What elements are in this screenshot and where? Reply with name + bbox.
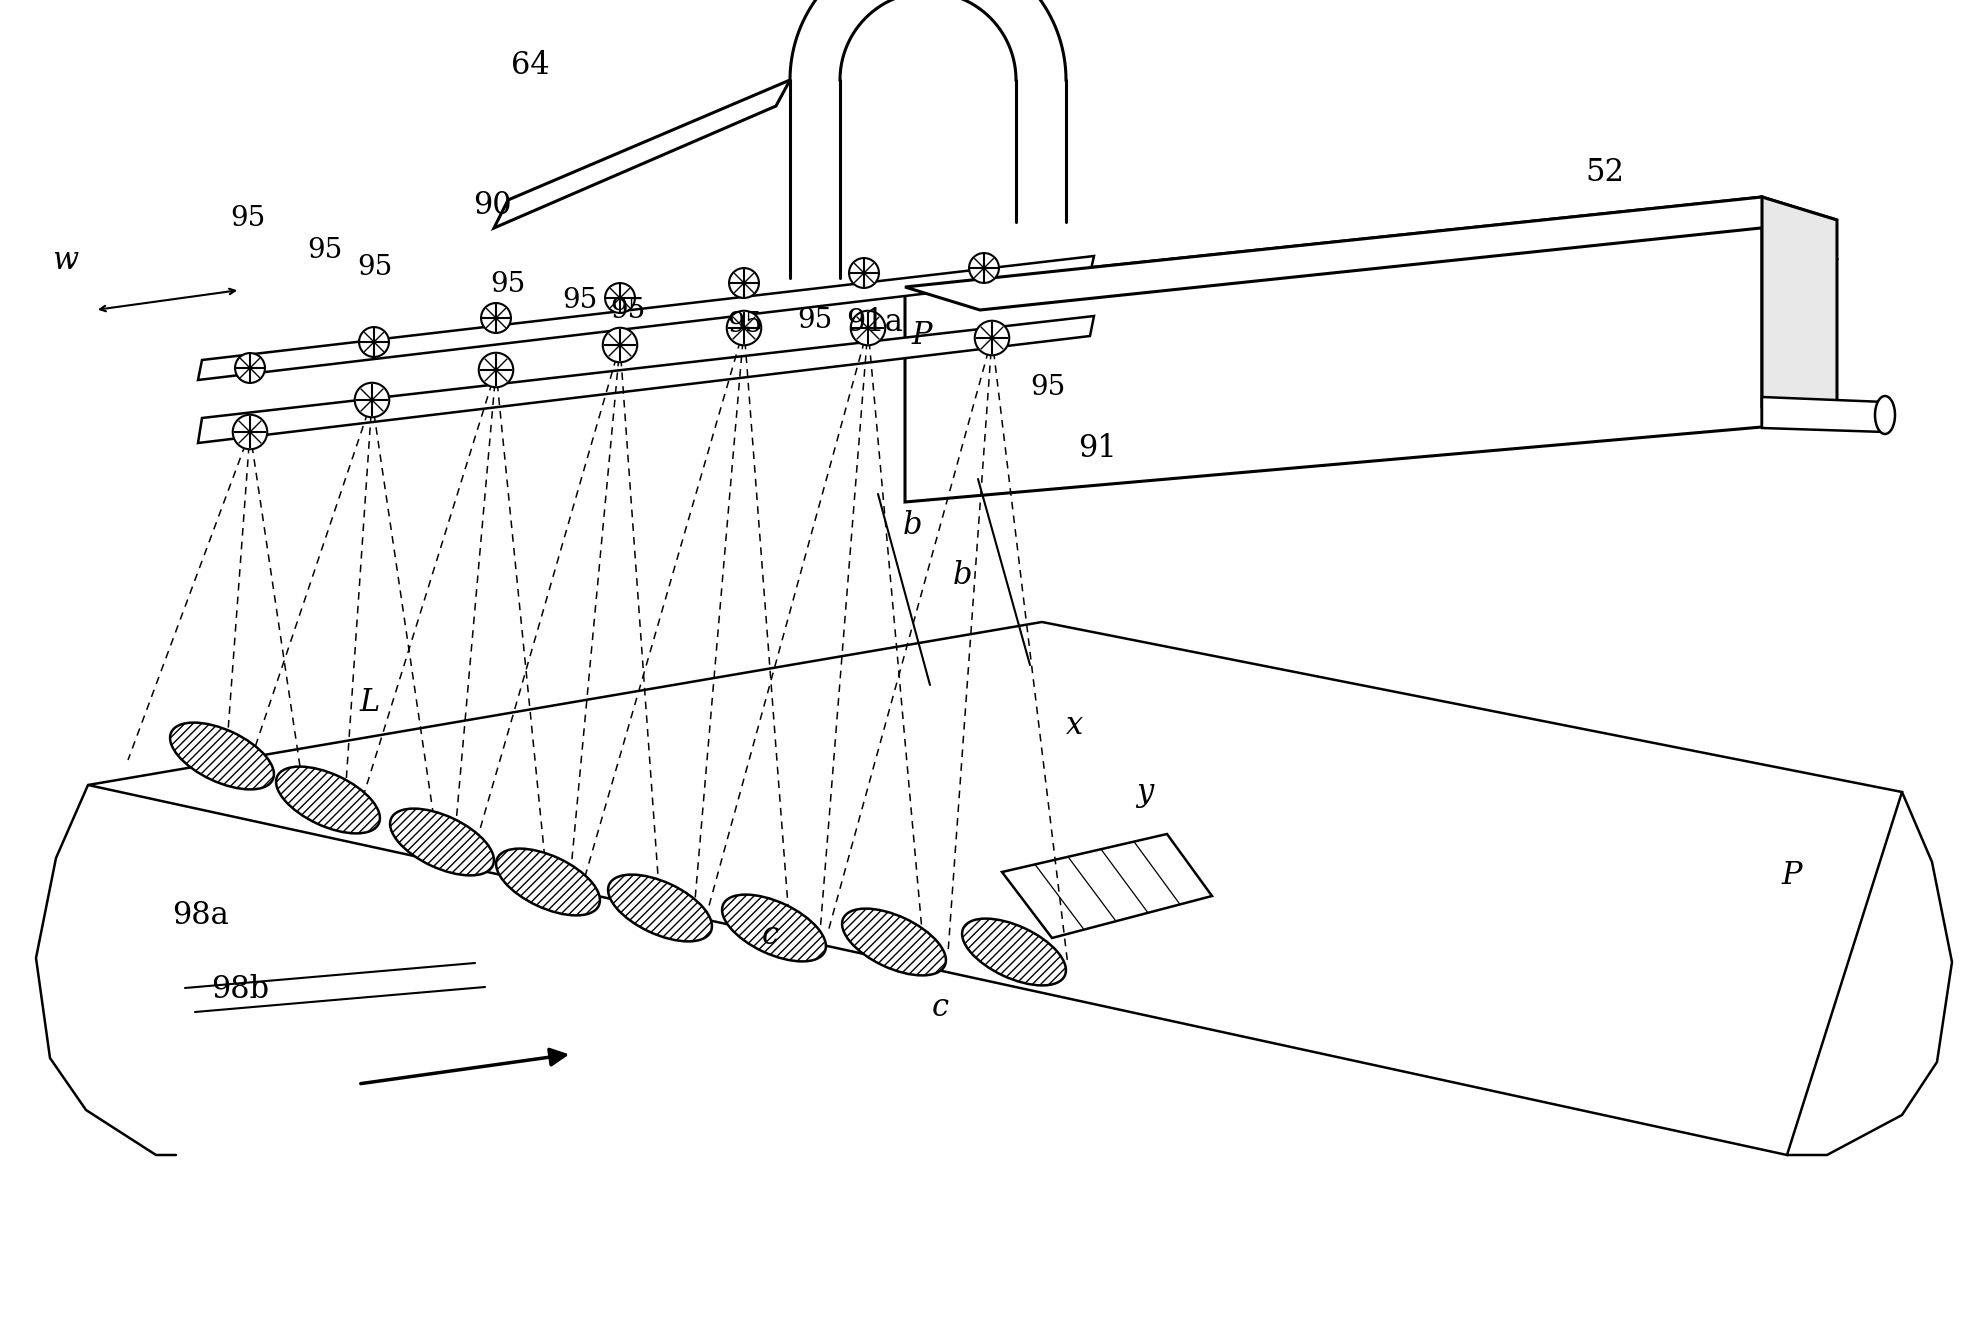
Circle shape: [481, 302, 511, 333]
Ellipse shape: [842, 909, 946, 975]
Text: 95: 95: [562, 286, 598, 313]
Circle shape: [360, 326, 389, 357]
Text: 95: 95: [1031, 373, 1065, 400]
Text: L: L: [360, 686, 380, 717]
Text: 64: 64: [511, 50, 548, 80]
Text: 95: 95: [797, 306, 833, 333]
Text: 52: 52: [1586, 157, 1625, 187]
Circle shape: [976, 321, 1009, 356]
Text: w: w: [52, 245, 77, 276]
Ellipse shape: [171, 723, 274, 789]
Text: c: c: [932, 993, 948, 1024]
Text: 98b: 98b: [211, 974, 268, 1005]
Text: 95: 95: [610, 297, 646, 324]
Text: 98a: 98a: [171, 900, 229, 931]
Ellipse shape: [276, 767, 380, 834]
Text: b: b: [902, 510, 922, 541]
Circle shape: [602, 328, 638, 363]
Text: c: c: [761, 921, 779, 951]
Circle shape: [356, 383, 389, 417]
Polygon shape: [495, 80, 791, 227]
Polygon shape: [791, 0, 1065, 80]
Polygon shape: [904, 197, 1838, 310]
Text: x: x: [1067, 709, 1083, 740]
Circle shape: [729, 268, 759, 298]
Circle shape: [606, 284, 636, 313]
Circle shape: [850, 310, 886, 345]
Text: 95: 95: [491, 270, 527, 297]
Circle shape: [232, 415, 266, 450]
Circle shape: [234, 353, 264, 383]
Ellipse shape: [721, 895, 827, 962]
Circle shape: [970, 253, 999, 282]
Text: 95: 95: [308, 237, 342, 264]
Polygon shape: [1001, 834, 1212, 938]
Ellipse shape: [497, 848, 600, 915]
Text: 95: 95: [230, 205, 266, 231]
Circle shape: [727, 310, 761, 345]
Text: 90: 90: [473, 190, 511, 221]
Text: P: P: [912, 320, 932, 351]
Text: 91a: 91a: [846, 306, 904, 337]
Ellipse shape: [608, 875, 711, 942]
Circle shape: [479, 353, 513, 387]
Text: 91: 91: [1079, 432, 1117, 463]
Text: 95: 95: [727, 310, 763, 337]
Ellipse shape: [389, 808, 495, 875]
Polygon shape: [199, 256, 1095, 380]
Polygon shape: [904, 197, 1762, 502]
Polygon shape: [87, 622, 1902, 1155]
Polygon shape: [1762, 397, 1886, 432]
Text: y: y: [1137, 776, 1154, 808]
Text: 95: 95: [358, 253, 393, 281]
Text: P: P: [1782, 859, 1802, 891]
Circle shape: [848, 258, 878, 288]
Polygon shape: [1762, 197, 1838, 427]
Polygon shape: [199, 316, 1095, 443]
Ellipse shape: [962, 919, 1065, 985]
Text: b: b: [952, 559, 972, 590]
Ellipse shape: [1876, 396, 1896, 434]
